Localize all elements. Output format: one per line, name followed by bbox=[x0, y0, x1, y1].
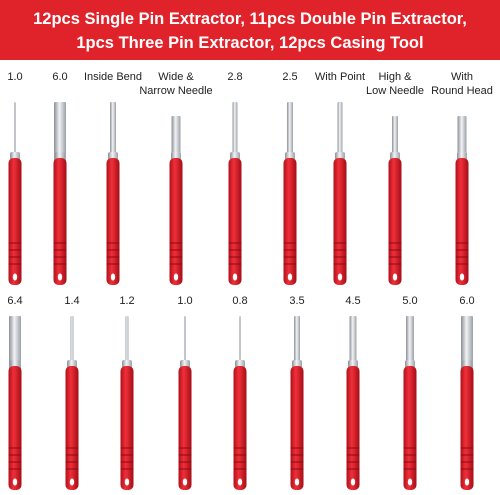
tool-handle bbox=[169, 158, 183, 285]
tool-label: 6.4 bbox=[7, 295, 22, 307]
tool-collar bbox=[335, 152, 345, 160]
tool-label: 5.0 bbox=[402, 295, 417, 307]
tool-handle bbox=[388, 158, 402, 285]
tool-handle bbox=[346, 366, 360, 490]
tool-handle bbox=[178, 366, 192, 490]
handle-hole bbox=[407, 478, 413, 486]
tool-handle bbox=[65, 366, 79, 490]
tool-label: With bbox=[451, 71, 473, 83]
tool-handle bbox=[106, 158, 120, 285]
handle-hole bbox=[124, 478, 130, 486]
tool-handle bbox=[460, 366, 474, 490]
handle-hole bbox=[350, 478, 356, 486]
tool-handle bbox=[403, 366, 417, 490]
tool-collar bbox=[10, 152, 20, 160]
tool-label: With Point bbox=[315, 71, 365, 83]
tool-label: Wide & bbox=[158, 71, 194, 83]
handle-hole bbox=[173, 273, 179, 281]
tool-tip bbox=[239, 316, 241, 370]
tool-handle bbox=[228, 158, 242, 285]
tool-label: High & bbox=[378, 71, 412, 83]
tool-tip bbox=[171, 116, 181, 162]
handle-hole bbox=[12, 478, 18, 486]
handle-hole bbox=[12, 273, 18, 281]
tool-tip bbox=[14, 102, 16, 162]
tool-collar bbox=[292, 360, 302, 368]
tool-tip bbox=[70, 316, 74, 370]
tool-handle bbox=[283, 158, 297, 285]
tool-tip bbox=[294, 316, 300, 370]
tool-label: 1.0 bbox=[7, 71, 22, 83]
tool-label: 2.8 bbox=[227, 71, 242, 83]
header-title: 1pcs Three Pin Extractor, 12pcs Casing T… bbox=[76, 34, 423, 52]
tool-collar bbox=[235, 360, 245, 368]
tool-tip bbox=[457, 116, 467, 162]
tool-tip bbox=[54, 102, 66, 162]
tool-collar bbox=[122, 360, 132, 368]
tool-tip bbox=[110, 102, 116, 162]
header-band bbox=[0, 0, 500, 60]
handle-hole bbox=[464, 478, 470, 486]
tool-handle bbox=[8, 366, 22, 490]
handle-hole bbox=[232, 273, 238, 281]
tool-handle bbox=[53, 158, 67, 285]
tool-handle bbox=[455, 158, 469, 285]
tool-label: 1.4 bbox=[64, 295, 79, 307]
handle-hole bbox=[459, 273, 465, 281]
tool-collar bbox=[348, 360, 358, 368]
tool-collar bbox=[230, 152, 240, 160]
handle-hole bbox=[337, 273, 343, 281]
handle-hole bbox=[392, 273, 398, 281]
tool-label: 2.5 bbox=[282, 71, 297, 83]
tool-collar bbox=[405, 360, 415, 368]
tool-tip bbox=[9, 316, 21, 370]
tool-tip bbox=[232, 102, 238, 162]
tool-label: 0.8 bbox=[232, 295, 247, 307]
tool-collar bbox=[462, 360, 472, 368]
handle-hole bbox=[57, 273, 63, 281]
tool-tip bbox=[184, 316, 186, 370]
tool-tip bbox=[125, 316, 129, 370]
tool-label: 1.2 bbox=[119, 295, 134, 307]
tool-tip bbox=[349, 316, 357, 370]
tool-tip bbox=[392, 116, 398, 162]
tool-label: 6.0 bbox=[459, 295, 474, 307]
handle-hole bbox=[182, 478, 188, 486]
tool-handle bbox=[290, 366, 304, 490]
tool-collar bbox=[67, 360, 77, 368]
tool-label: 1.0 bbox=[177, 295, 192, 307]
tool-handle bbox=[8, 158, 22, 285]
handle-hole bbox=[237, 478, 243, 486]
tool-collar bbox=[171, 152, 181, 160]
tool-tip bbox=[406, 316, 414, 370]
tool-handle bbox=[333, 158, 347, 285]
tool-collar bbox=[390, 152, 400, 160]
tool-collar bbox=[55, 152, 65, 160]
tool-collar bbox=[457, 152, 467, 160]
handle-hole bbox=[110, 273, 116, 281]
tool-collar bbox=[180, 360, 190, 368]
tool-tip bbox=[337, 102, 343, 162]
handle-hole bbox=[69, 478, 75, 486]
tool-label: Round Head bbox=[431, 85, 493, 97]
tool-label: Narrow Needle bbox=[139, 85, 212, 97]
tool-handle bbox=[120, 366, 134, 490]
handle-hole bbox=[294, 478, 300, 486]
tool-label: 3.5 bbox=[289, 295, 304, 307]
tool-tip bbox=[461, 316, 473, 370]
tool-collar bbox=[108, 152, 118, 160]
tool-collar bbox=[285, 152, 295, 160]
tool-label: 4.5 bbox=[345, 295, 360, 307]
tools bbox=[8, 102, 474, 490]
handle-hole bbox=[287, 273, 293, 281]
tool-label: Low Needle bbox=[366, 85, 424, 97]
tool-tip bbox=[287, 102, 293, 162]
tool-label: 6.0 bbox=[52, 71, 67, 83]
tool-handle bbox=[233, 366, 247, 490]
tool-collar bbox=[10, 360, 20, 368]
header-title: 12pcs Single Pin Extractor, 11pcs Double… bbox=[33, 10, 467, 28]
tool-label: Inside Bend bbox=[84, 71, 142, 83]
